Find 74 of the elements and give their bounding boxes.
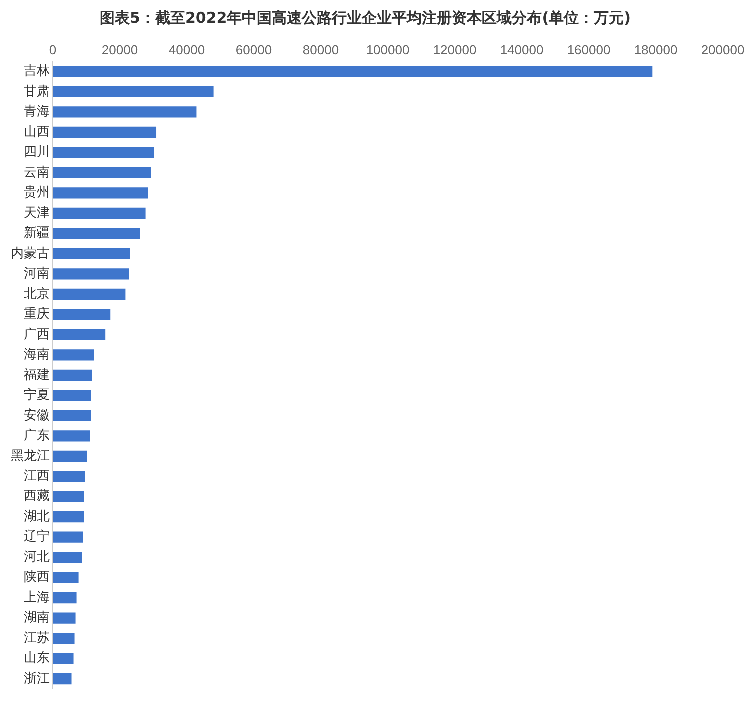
y-tick-label: 海南 xyxy=(24,348,50,363)
x-tick-label: 60000 xyxy=(236,42,272,58)
x-tick-label: 0 xyxy=(49,42,57,58)
x-tick-label: 120000 xyxy=(433,42,477,58)
y-tick-label: 天津 xyxy=(24,206,50,221)
y-tick-label: 甘肃 xyxy=(24,84,50,100)
bar xyxy=(53,450,88,462)
y-tick-label: 上海 xyxy=(24,590,50,606)
x-tick-label: 40000 xyxy=(168,42,206,58)
bar xyxy=(53,309,111,320)
bar xyxy=(53,674,72,685)
bar xyxy=(53,228,140,240)
y-tick-label: 山东 xyxy=(24,651,50,666)
bar xyxy=(53,106,197,118)
bar xyxy=(53,329,106,340)
bar xyxy=(53,147,155,158)
y-tick-label: 江苏 xyxy=(24,630,50,646)
y-tick-label: 吉林 xyxy=(24,64,50,80)
bar xyxy=(53,410,92,422)
chart-title: 图表5：截至2022年中国高速公路行业企业平均注册资本区域分布(单位：万元) xyxy=(100,8,631,27)
bar xyxy=(53,430,90,442)
bar xyxy=(53,612,76,624)
y-tick-label: 贵州 xyxy=(24,186,50,201)
y-tick-label: 河北 xyxy=(24,550,50,565)
y-tick-label: 广东 xyxy=(24,428,50,444)
bar xyxy=(53,572,79,584)
bar xyxy=(53,167,152,179)
x-tick-label: 140000 xyxy=(500,42,544,58)
bar xyxy=(53,471,86,482)
y-tick-label: 陕西 xyxy=(24,570,50,586)
y-tick-label: 四川 xyxy=(24,145,50,160)
bar xyxy=(53,390,92,402)
y-tick-label: 内蒙古 xyxy=(11,246,50,262)
bar xyxy=(53,66,653,78)
bar xyxy=(53,633,75,644)
y-tick-label: 宁夏 xyxy=(24,387,50,404)
bar xyxy=(53,592,77,604)
bar xyxy=(53,268,130,280)
y-tick-label: 湖南 xyxy=(24,610,50,626)
y-tick-label: 新疆 xyxy=(24,226,50,242)
y-tick-label: 广西 xyxy=(24,327,50,342)
x-tick-label: 80000 xyxy=(302,42,340,58)
bar xyxy=(53,208,146,220)
y-tick-label: 福建 xyxy=(24,368,50,383)
bar xyxy=(53,86,214,98)
bar xyxy=(53,350,94,361)
bar xyxy=(53,512,84,523)
y-tick-label: 辽宁 xyxy=(24,528,50,545)
y-tick-label: 安徽 xyxy=(24,407,50,424)
bar xyxy=(53,288,126,300)
bar xyxy=(53,491,84,502)
y-tick-label: 山西 xyxy=(24,124,50,140)
y-tick-label: 江西 xyxy=(24,469,50,484)
x-tick-label: 100000 xyxy=(366,42,410,58)
y-tick-label: 北京 xyxy=(24,286,50,302)
y-tick-label: 黑龙江 xyxy=(11,448,50,464)
bar xyxy=(53,370,92,381)
bar xyxy=(53,552,82,564)
bar xyxy=(53,532,84,543)
y-tick-label: 浙江 xyxy=(24,671,50,686)
y-tick-label: 河南 xyxy=(24,266,50,282)
x-tick-label: 180000 xyxy=(634,42,678,58)
y-tick-label: 西藏 xyxy=(24,489,50,504)
bar xyxy=(53,248,130,260)
bar xyxy=(53,126,157,138)
y-tick-label: 重庆 xyxy=(24,307,50,322)
bar xyxy=(53,653,74,664)
y-tick-label: 云南 xyxy=(24,165,50,180)
x-tick-label: 20000 xyxy=(102,42,138,58)
x-tick-label: 200000 xyxy=(701,42,745,58)
y-tick-label: 湖北 xyxy=(24,509,50,524)
y-tick-label: 青海 xyxy=(24,104,50,120)
x-tick-label: 160000 xyxy=(567,42,611,58)
bar xyxy=(53,188,148,199)
